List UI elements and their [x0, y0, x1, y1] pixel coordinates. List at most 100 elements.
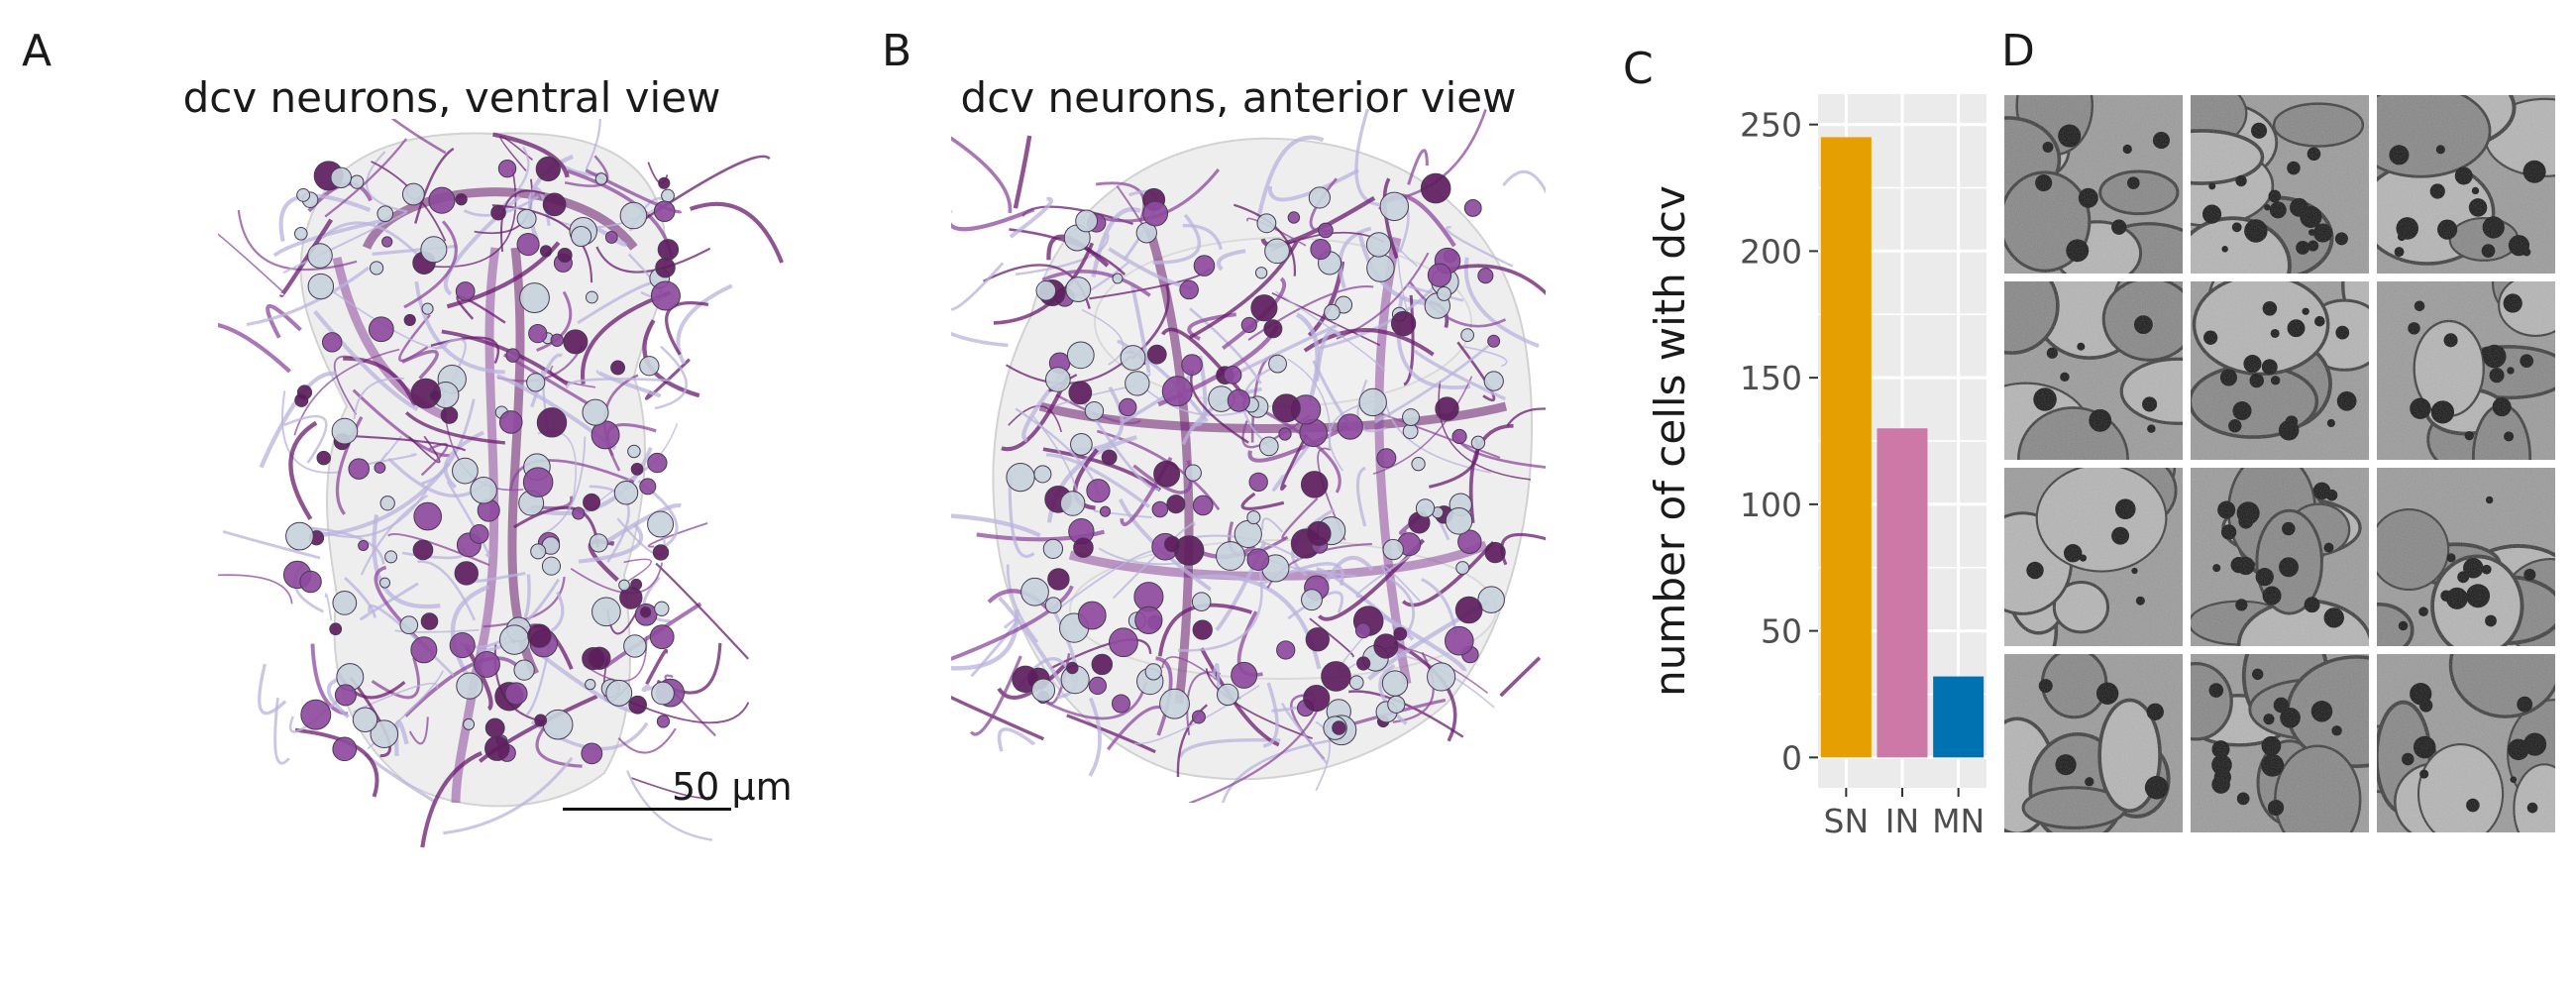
cell-body	[1303, 684, 1331, 713]
cell-body	[1256, 213, 1277, 234]
neurite	[1271, 443, 1311, 493]
neurite	[1008, 474, 1035, 559]
cell-body	[1070, 433, 1093, 456]
cell-body	[399, 615, 419, 635]
cell-body	[539, 245, 553, 258]
neurite	[403, 220, 458, 309]
cell-body	[516, 233, 540, 257]
neurite	[1234, 203, 1296, 276]
neurite	[446, 481, 490, 558]
neurite	[1287, 591, 1343, 620]
neurite	[420, 443, 449, 477]
neurite	[1322, 556, 1374, 589]
neurite	[387, 532, 490, 567]
neurite	[951, 513, 1041, 538]
cell-body	[1310, 239, 1332, 261]
cell-body	[639, 606, 652, 618]
cell-body	[1044, 597, 1062, 614]
neurite	[1261, 517, 1284, 533]
neurite	[1279, 433, 1309, 492]
neurite	[321, 221, 424, 262]
cell-body	[1337, 413, 1363, 440]
neurite	[364, 453, 417, 466]
neurite	[222, 529, 321, 560]
neurite	[951, 585, 1074, 661]
panel-a-title: dcv neurons, ventral view	[182, 73, 721, 122]
neurite-bundle	[1144, 226, 1194, 705]
cell-body	[1487, 334, 1501, 348]
cell-body	[656, 715, 671, 728]
cell-body	[1223, 366, 1242, 385]
cell-body	[522, 467, 554, 497]
cell-body	[1006, 463, 1035, 493]
neurite	[631, 777, 710, 800]
neurite	[1176, 704, 1209, 778]
cell-body	[1111, 694, 1130, 714]
cell-body	[1075, 209, 1099, 233]
neurite	[587, 222, 627, 247]
cell-body	[470, 476, 497, 504]
cell-body	[1088, 676, 1107, 696]
cell-body	[619, 201, 648, 230]
neurite	[218, 323, 291, 374]
x-tick-label: MN	[1932, 802, 1985, 840]
neurite	[997, 727, 1036, 752]
neurite	[246, 266, 371, 327]
neurite	[585, 119, 601, 169]
neurite	[1309, 617, 1354, 658]
cell-body	[613, 481, 639, 505]
cell-body	[1231, 661, 1258, 689]
cell-body	[379, 577, 391, 589]
cell-body	[1457, 529, 1482, 554]
cell-body	[374, 462, 386, 474]
cell-body	[1454, 596, 1483, 624]
neurite	[1256, 135, 1325, 219]
cell-body	[627, 444, 641, 459]
bar-sn	[1820, 137, 1872, 758]
cell-body	[1112, 273, 1124, 284]
cell-body	[583, 493, 601, 511]
neurite	[420, 398, 476, 486]
cell-body	[585, 290, 598, 304]
cell-body	[1091, 653, 1114, 676]
cell-body	[1420, 172, 1451, 204]
cell-body	[1042, 538, 1064, 559]
bar-chart-dcv: 0 50 100 150 200 250 SN IN MN number of cells wit…	[1646, 94, 1986, 840]
cell-body	[352, 707, 378, 732]
neurite	[1502, 169, 1546, 195]
neurite-bundle	[451, 247, 500, 804]
em-tile	[2004, 281, 2183, 460]
cell-body	[1159, 688, 1190, 719]
neurite	[1303, 328, 1435, 357]
cell-body	[368, 316, 394, 343]
y-tick-label: 250	[1740, 106, 1802, 145]
cell-body	[410, 636, 438, 664]
em-tile	[2004, 654, 2183, 832]
y-axis-label: number of cells with dcv	[1646, 185, 1694, 697]
neurite	[1295, 312, 1320, 402]
em-tile	[2377, 654, 2555, 832]
cell-body	[370, 719, 399, 748]
cell-body	[358, 539, 370, 552]
cell-body	[516, 208, 537, 229]
cell-body	[469, 524, 489, 544]
cell-body	[1484, 541, 1506, 564]
cell-body	[429, 389, 442, 402]
cell-body	[652, 544, 670, 561]
cell-body	[498, 624, 530, 655]
cell-body	[1161, 376, 1193, 407]
neurite	[414, 147, 455, 224]
neurite	[273, 698, 290, 765]
neurite	[1506, 407, 1546, 427]
cell-body	[541, 556, 561, 576]
cell-body	[498, 410, 523, 434]
cell-body	[1258, 436, 1279, 457]
neurite	[1407, 149, 1429, 185]
cell-body	[581, 742, 603, 765]
cell-body	[527, 623, 552, 648]
cell-body	[1390, 310, 1417, 337]
cell-body	[381, 236, 393, 248]
em-tile	[2004, 468, 2183, 646]
cell-body	[1437, 286, 1451, 301]
neurite	[398, 314, 431, 363]
